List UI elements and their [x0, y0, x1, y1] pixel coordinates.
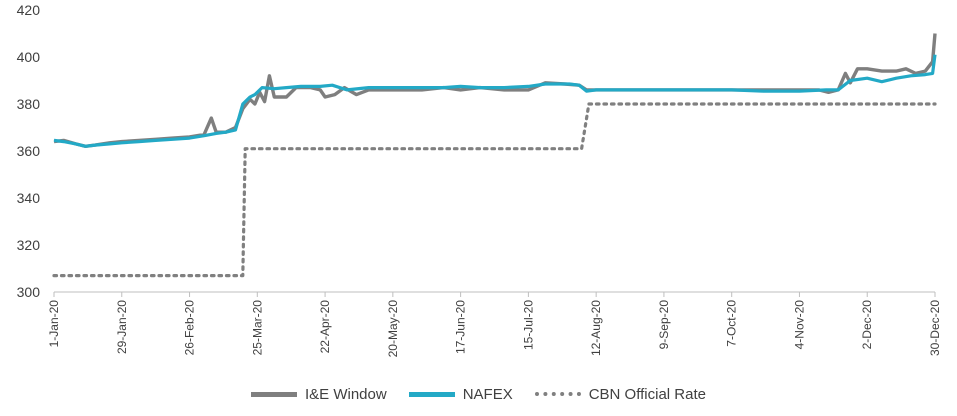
- x-tick-label: 25-Mar-20: [250, 300, 264, 356]
- legend-swatch-nafex: [408, 391, 455, 397]
- legend-label-ie-window: I&E Window: [305, 385, 387, 403]
- legend-item-ie-window: I&E Window: [251, 386, 387, 403]
- legend-label-cbn-official-rate: CBN Official Rate: [588, 385, 706, 403]
- y-tick-label: 340: [17, 190, 41, 206]
- y-tick-label: 420: [17, 2, 41, 18]
- legend-item-nafex: NAFEX: [408, 385, 513, 403]
- x-tick-label: 22-Apr-20: [318, 300, 332, 354]
- y-tick-label: 400: [17, 49, 41, 65]
- x-tick-label: 15-Jul-20: [521, 300, 535, 350]
- x-tick-label: 9-Sep-20: [657, 300, 671, 350]
- y-tick-label: 300: [17, 284, 41, 300]
- legend-item-cbn-official-rate: CBN Official Rate: [534, 385, 706, 403]
- y-tick-label: 380: [17, 96, 41, 112]
- x-tick-label: 29-Jan-20: [115, 300, 129, 354]
- y-tick-label: 320: [17, 237, 41, 253]
- x-tick-label: 17-Jun-20: [454, 300, 468, 354]
- y-tick-label: 360: [17, 143, 41, 159]
- legend-swatch-cbn-official-rate: [534, 392, 581, 396]
- line-chart: 300 320 340 360 380 400 420 1-Jan-20 29-Jan-20 26…: [17, 2, 942, 358]
- x-tick-label: 1-Jan-20: [47, 300, 61, 348]
- x-tick-label: 30-Dec-20: [928, 300, 942, 356]
- series-line-cbn-official-rate: [52, 102, 937, 278]
- chart-legend: I&E Window NAFEX CBN Official Rate: [0, 382, 957, 406]
- x-tick-label: 7-Oct-20: [725, 300, 739, 347]
- legend-swatch-ie-window: [251, 391, 297, 397]
- series-line-nafex: [53, 54, 937, 148]
- x-tick-label: 26-Feb-20: [183, 300, 197, 356]
- x-tick-label: 20-May-20: [386, 300, 400, 358]
- x-tick-label: 2-Dec-20: [860, 300, 874, 350]
- x-tick-label: 12-Aug-20: [589, 300, 603, 356]
- legend-label-nafex: NAFEX: [462, 385, 513, 403]
- x-tick-label: 4-Nov-20: [792, 300, 806, 350]
